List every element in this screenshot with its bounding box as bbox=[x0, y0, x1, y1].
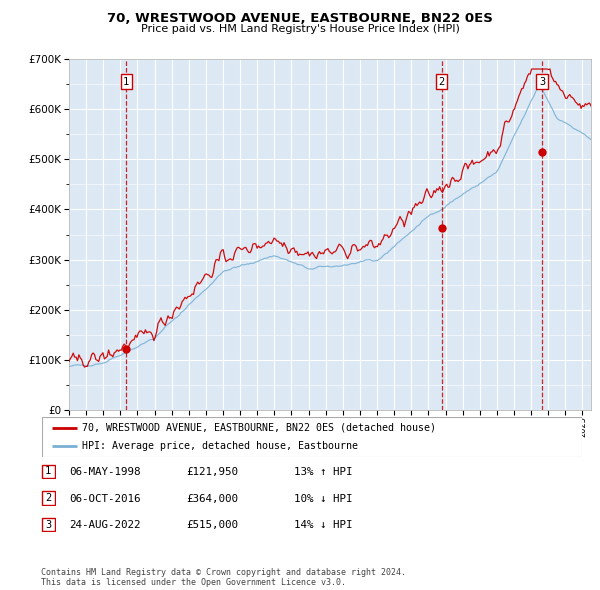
Text: 14% ↓ HPI: 14% ↓ HPI bbox=[294, 520, 353, 530]
Text: 06-MAY-1998: 06-MAY-1998 bbox=[69, 467, 140, 477]
Text: 2: 2 bbox=[439, 77, 445, 87]
Text: 06-OCT-2016: 06-OCT-2016 bbox=[69, 494, 140, 503]
Text: 10% ↓ HPI: 10% ↓ HPI bbox=[294, 494, 353, 503]
Text: 1: 1 bbox=[45, 467, 52, 476]
Text: 2: 2 bbox=[45, 493, 52, 503]
Text: £364,000: £364,000 bbox=[186, 494, 238, 503]
Text: Price paid vs. HM Land Registry's House Price Index (HPI): Price paid vs. HM Land Registry's House … bbox=[140, 24, 460, 34]
Text: 1: 1 bbox=[123, 77, 130, 87]
Text: 3: 3 bbox=[539, 77, 545, 87]
Text: 24-AUG-2022: 24-AUG-2022 bbox=[69, 520, 140, 530]
Text: £121,950: £121,950 bbox=[186, 467, 238, 477]
Text: £515,000: £515,000 bbox=[186, 520, 238, 530]
Text: 70, WRESTWOOD AVENUE, EASTBOURNE, BN22 0ES: 70, WRESTWOOD AVENUE, EASTBOURNE, BN22 0… bbox=[107, 12, 493, 25]
Text: 70, WRESTWOOD AVENUE, EASTBOURNE, BN22 0ES (detached house): 70, WRESTWOOD AVENUE, EASTBOURNE, BN22 0… bbox=[83, 423, 437, 433]
Text: Contains HM Land Registry data © Crown copyright and database right 2024.: Contains HM Land Registry data © Crown c… bbox=[41, 568, 406, 577]
Text: 3: 3 bbox=[45, 520, 52, 529]
Text: 13% ↑ HPI: 13% ↑ HPI bbox=[294, 467, 353, 477]
Text: HPI: Average price, detached house, Eastbourne: HPI: Average price, detached house, East… bbox=[83, 441, 359, 451]
Text: This data is licensed under the Open Government Licence v3.0.: This data is licensed under the Open Gov… bbox=[41, 578, 346, 587]
